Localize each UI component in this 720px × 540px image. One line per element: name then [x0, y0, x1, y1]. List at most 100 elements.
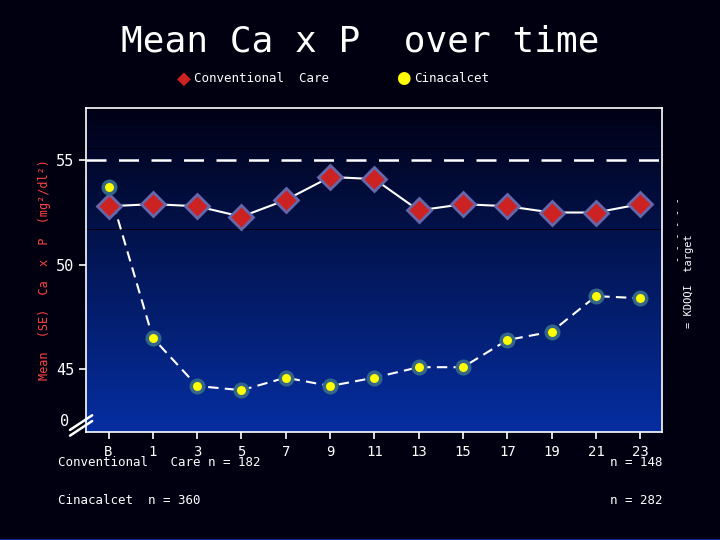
Bar	[86, 276, 662, 278]
Bar	[86, 110, 662, 111]
Bar	[0, 539, 720, 540]
Bar	[86, 369, 662, 370]
Bar	[86, 118, 662, 119]
Bar	[86, 364, 662, 366]
Bar	[0, 539, 720, 540]
Text: ●: ●	[396, 69, 410, 87]
Bar	[86, 217, 662, 218]
Bar	[86, 225, 662, 226]
Bar	[0, 539, 720, 540]
Bar	[0, 539, 720, 540]
Bar	[86, 272, 662, 273]
Bar	[86, 299, 662, 301]
Bar	[0, 539, 720, 540]
Bar	[86, 322, 662, 323]
Bar	[86, 155, 662, 157]
Bar	[86, 210, 662, 212]
Bar	[86, 132, 662, 134]
Bar	[86, 422, 662, 424]
Bar	[0, 539, 720, 540]
Bar	[86, 351, 662, 353]
Bar	[86, 212, 662, 213]
Bar	[0, 539, 720, 540]
Bar	[86, 357, 662, 359]
Bar	[86, 186, 662, 187]
Bar	[86, 160, 662, 161]
Bar	[86, 382, 662, 383]
Text: n = 282: n = 282	[610, 494, 662, 507]
Bar	[86, 430, 662, 432]
Bar	[86, 142, 662, 144]
Bar	[86, 173, 662, 174]
Bar	[86, 129, 662, 131]
Bar	[86, 404, 662, 406]
Bar	[86, 408, 662, 409]
Bar	[86, 228, 662, 230]
Text: Cinacalcet: Cinacalcet	[414, 72, 489, 85]
Bar	[86, 165, 662, 166]
Bar	[0, 539, 720, 540]
Bar	[0, 539, 720, 540]
Bar	[0, 539, 720, 540]
Bar	[86, 262, 662, 264]
Bar	[0, 539, 720, 540]
Bar	[86, 254, 662, 255]
Bar	[86, 150, 662, 152]
Bar	[0, 539, 720, 540]
Bar	[86, 413, 662, 414]
Text: - - - - - -: - - - - - -	[673, 197, 683, 262]
Bar	[86, 294, 662, 296]
Bar	[0, 538, 720, 539]
Bar	[86, 302, 662, 304]
Bar	[86, 421, 662, 422]
Bar	[86, 241, 662, 242]
Bar	[0, 539, 720, 540]
Bar	[86, 343, 662, 345]
Bar	[86, 126, 662, 127]
Bar	[86, 315, 662, 317]
Text: Cinacalcet  n = 360: Cinacalcet n = 360	[58, 494, 200, 507]
Bar	[86, 427, 662, 429]
Bar	[86, 328, 662, 330]
Bar	[0, 539, 720, 540]
Bar	[86, 370, 662, 372]
Bar	[86, 221, 662, 223]
Bar	[86, 298, 662, 299]
Bar	[86, 124, 662, 126]
Bar	[86, 379, 662, 380]
Bar	[86, 137, 662, 139]
Bar	[86, 181, 662, 183]
Bar	[86, 380, 662, 382]
Text: n = 148: n = 148	[610, 456, 662, 469]
Bar	[86, 317, 662, 319]
Bar	[86, 170, 662, 171]
Bar	[86, 345, 662, 346]
Bar	[86, 346, 662, 348]
Bar	[86, 286, 662, 288]
Bar	[86, 268, 662, 270]
Bar	[86, 207, 662, 208]
Bar	[86, 374, 662, 375]
Bar	[86, 312, 662, 314]
Bar	[86, 353, 662, 354]
Bar	[0, 539, 720, 540]
Bar	[86, 341, 662, 343]
Bar	[0, 538, 720, 539]
Bar	[86, 356, 662, 357]
Bar	[86, 285, 662, 286]
Bar	[86, 288, 662, 289]
Bar	[86, 419, 662, 421]
Bar	[0, 539, 720, 540]
Bar	[86, 234, 662, 236]
Bar	[86, 426, 662, 427]
Bar	[0, 538, 720, 539]
Bar	[86, 424, 662, 426]
Bar	[86, 239, 662, 241]
Bar	[86, 134, 662, 136]
Bar	[86, 114, 662, 116]
Bar	[86, 168, 662, 170]
Bar	[86, 116, 662, 118]
Bar	[0, 539, 720, 540]
Bar	[0, 539, 720, 540]
Bar	[0, 539, 720, 540]
